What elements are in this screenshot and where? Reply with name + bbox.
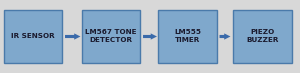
FancyBboxPatch shape xyxy=(4,10,62,63)
Text: PIEZO
BUZZER: PIEZO BUZZER xyxy=(246,29,279,44)
FancyBboxPatch shape xyxy=(233,10,292,63)
Text: LM567 TONE
DETECTOR: LM567 TONE DETECTOR xyxy=(85,29,137,44)
FancyBboxPatch shape xyxy=(158,10,217,63)
Text: IR SENSOR: IR SENSOR xyxy=(11,34,55,39)
Text: LM555
TIMER: LM555 TIMER xyxy=(174,29,201,44)
FancyBboxPatch shape xyxy=(82,10,140,63)
